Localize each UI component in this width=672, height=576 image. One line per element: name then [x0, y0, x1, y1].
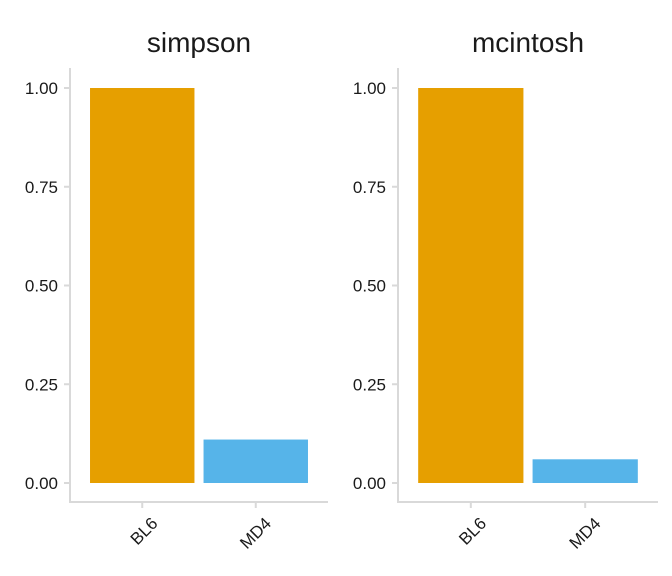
- y-tick-label: 1.00: [25, 79, 58, 98]
- panel-simpson: simpson 0.00 0.25 0.50 0.75 1.00 BL6 MD4: [25, 27, 328, 553]
- y-tick-label: 0.75: [25, 178, 58, 197]
- y-tick-label: 0.75: [353, 178, 386, 197]
- y-tick-label: 0.50: [25, 277, 58, 296]
- bar-MD4: [532, 459, 638, 483]
- bar-BL6: [418, 88, 524, 483]
- y-tick-label: 0.50: [353, 277, 386, 296]
- panel-title: simpson: [147, 27, 251, 58]
- y-tick-label: 0.25: [25, 375, 58, 394]
- panel-mcintosh: mcintosh 0.00 0.25 0.50 0.75 1.00 BL6 MD4: [353, 27, 658, 553]
- panel-title: mcintosh: [472, 27, 584, 58]
- y-tick-label: 0.00: [25, 474, 58, 493]
- x-tick-label: BL6: [455, 514, 490, 549]
- bar-MD4: [203, 439, 308, 483]
- x-tick-label: BL6: [127, 514, 162, 549]
- bar-BL6: [90, 88, 195, 483]
- x-tick-label: MD4: [566, 514, 605, 553]
- y-tick-label: 0.00: [353, 474, 386, 493]
- y-tick-label: 0.25: [353, 375, 386, 394]
- x-tick-label: MD4: [236, 514, 275, 553]
- y-tick-label: 1.00: [353, 79, 386, 98]
